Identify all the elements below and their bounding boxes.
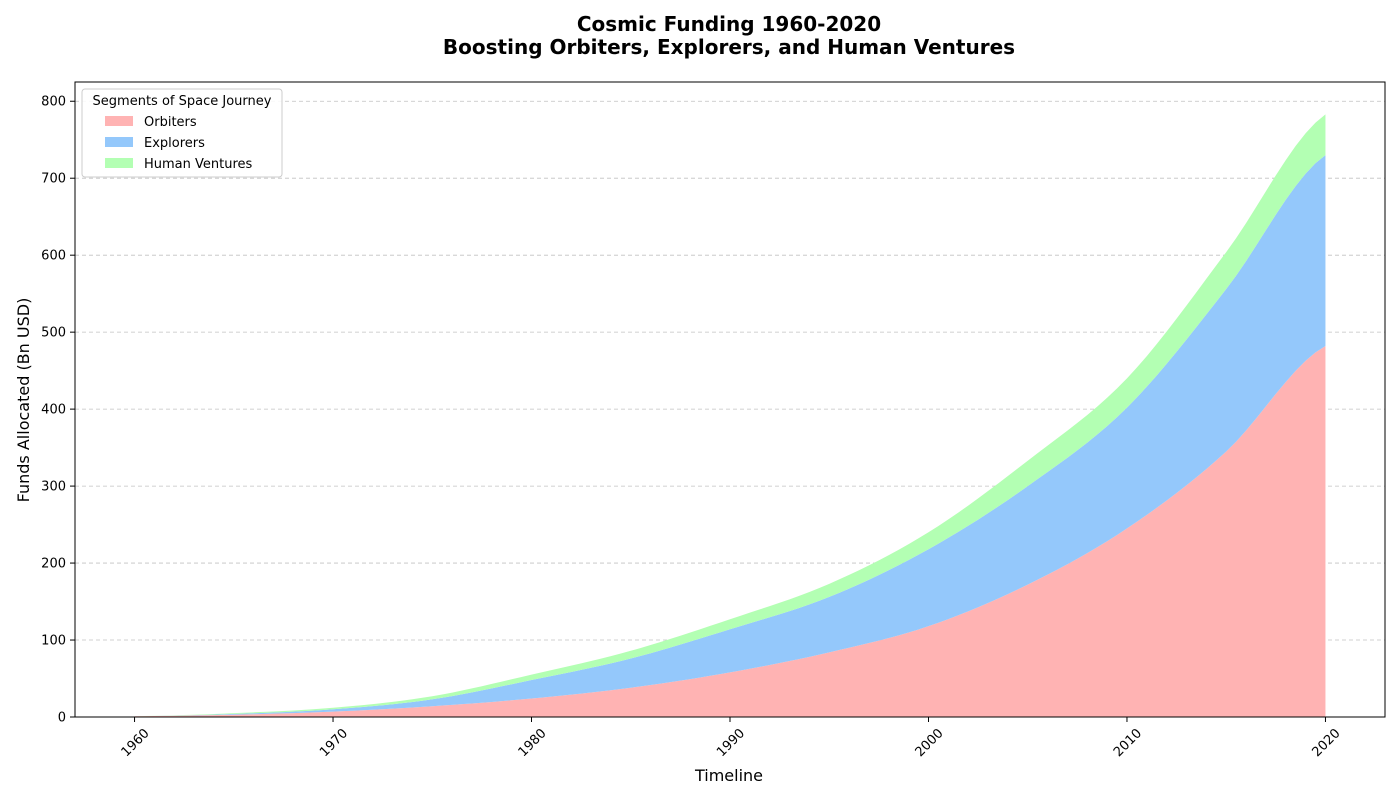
y-axis-ticks: 0 100 200 300 400 500 600 700 800 [41,95,75,726]
legend-label: Human Ventures [144,157,253,172]
x-tick-label: 1980 [516,726,550,760]
x-tick-label: 2000 [913,726,947,760]
x-axis-label: Timeline [694,766,763,785]
y-tick-label: 200 [41,557,66,572]
area-explorers [134,155,1326,717]
y-tick-label: 500 [41,326,66,341]
y-tick-label: 0 [58,711,66,726]
legend-items: Orbiters Explorers Human Ventures [105,115,253,172]
x-axis-ticks: 1960 1970 1980 1990 2000 2010 2020 [119,717,1344,760]
y-tick-label: 800 [41,95,66,110]
legend-title: Segments of Space Journey [93,94,272,109]
area-human-ventures [134,114,1326,717]
x-tick-label: 1970 [317,726,351,760]
legend-swatch [105,137,133,147]
legend-swatch [105,116,133,126]
area-orbiters [134,346,1326,717]
legend-label: Orbiters [144,115,197,130]
legend-label: Explorers [144,136,205,151]
legend-box [81,88,283,178]
y-axis-label: Funds Allocated (Bn USD) [14,298,33,503]
chart-title-line-2: Boosting Orbiters, Explorers, and Human … [443,35,1015,59]
legend-swatch [105,158,133,168]
y-tick-label: 600 [41,249,66,264]
y-tick-label: 100 [41,634,66,649]
y-tick-label: 400 [41,403,66,418]
stacked-areas [134,114,1326,717]
x-tick-label: 2020 [1310,726,1344,760]
gridlines [75,100,1385,641]
y-tick-label: 300 [41,480,66,495]
y-tick-label: 700 [41,172,66,187]
chart-title-line-1: Cosmic Funding 1960-2020 [577,12,881,36]
x-tick-label: 1960 [119,726,153,760]
x-tick-label: 2010 [1111,726,1145,760]
legend: Segments of Space Journey Orbiters Explor… [81,88,283,178]
x-tick-label: 1990 [714,726,748,760]
